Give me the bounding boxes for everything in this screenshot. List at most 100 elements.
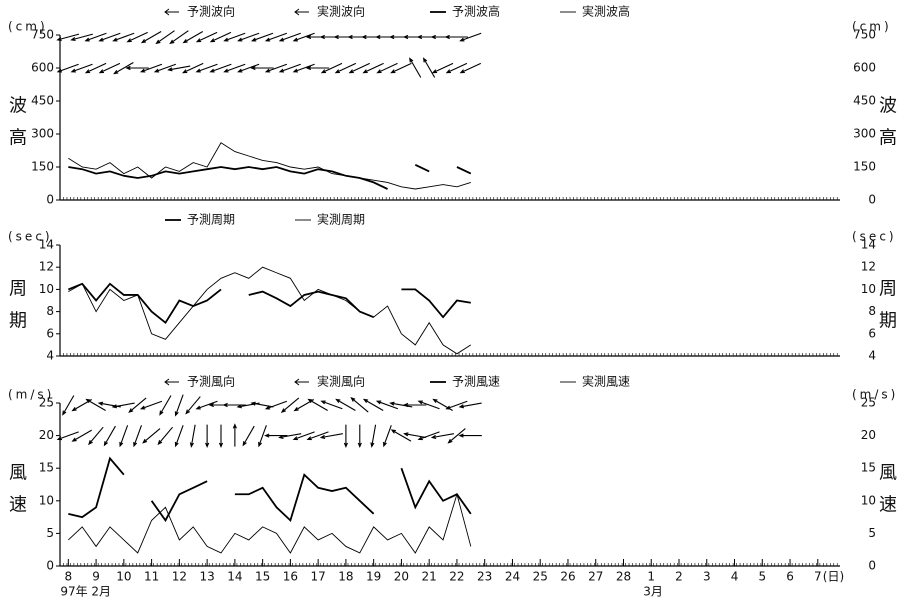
direction-arrow bbox=[417, 400, 440, 410]
direction-arrow bbox=[98, 32, 121, 42]
x-tick-label: 26 bbox=[560, 570, 575, 584]
direction-arrow bbox=[237, 32, 260, 42]
legend-label: 実測波向 bbox=[317, 4, 365, 19]
y-tick-label: 750 bbox=[31, 28, 54, 42]
direction-arrow bbox=[458, 433, 482, 438]
x-tick-label: 16 bbox=[283, 570, 298, 584]
direction-arrow bbox=[174, 394, 184, 417]
x-tick-label: 27 bbox=[588, 570, 603, 584]
direction-arrow bbox=[71, 429, 93, 442]
direction-arrow bbox=[319, 433, 343, 439]
y-unit-right: (sec) bbox=[852, 230, 897, 244]
direction-arrow bbox=[169, 30, 189, 45]
direction-arrow bbox=[320, 62, 343, 74]
x-tick-label: 20 bbox=[394, 570, 409, 584]
y-unit: (m/s) bbox=[8, 388, 54, 402]
y-tick-label-right: 0 bbox=[868, 559, 876, 573]
y-tick-label: 10 bbox=[39, 493, 54, 507]
x-tick-label: 1 bbox=[647, 570, 655, 584]
x-tick-label: 4 bbox=[731, 570, 739, 584]
x-unit: (日) bbox=[823, 570, 844, 584]
y-tick-label-right: 12 bbox=[861, 260, 876, 274]
y-tick-label-right: 10 bbox=[861, 493, 876, 507]
direction-arrow bbox=[320, 400, 343, 410]
direction-arrow bbox=[223, 32, 246, 42]
direction-arrow bbox=[370, 424, 377, 448]
legend-label: 予測周期 bbox=[187, 213, 235, 227]
direction-arrow bbox=[264, 63, 288, 73]
series-line bbox=[68, 142, 471, 190]
y-tick-label: 4 bbox=[46, 349, 54, 363]
direction-arrow bbox=[417, 431, 440, 441]
y-tick-label: 6 bbox=[46, 326, 54, 340]
direction-arrow bbox=[139, 63, 163, 73]
direction-arrow bbox=[444, 34, 468, 40]
x-tick-label: 14 bbox=[227, 570, 242, 584]
direction-arrow bbox=[195, 31, 218, 43]
y-axis-label-right: 波高 bbox=[876, 95, 897, 159]
direction-arrow bbox=[390, 429, 412, 442]
x-tick-label: 19 bbox=[366, 570, 381, 584]
y-tick-label: 150 bbox=[31, 160, 54, 174]
x-tick-label: 22 bbox=[449, 570, 464, 584]
direction-arrow bbox=[350, 397, 369, 413]
y-tick-label-right: 14 bbox=[861, 238, 876, 252]
direction-arrow bbox=[56, 63, 79, 73]
y-tick-label-right: 300 bbox=[853, 127, 876, 141]
direction-arrow bbox=[431, 62, 454, 74]
direction-arrow bbox=[383, 425, 392, 448]
direction-arrow bbox=[459, 62, 482, 74]
direction-arrow bbox=[280, 397, 300, 413]
direction-arrow bbox=[264, 433, 288, 438]
direction-arrow bbox=[292, 32, 315, 42]
direction-arrow bbox=[458, 402, 482, 409]
direction-arrow bbox=[335, 398, 356, 411]
direction-arrow bbox=[278, 433, 302, 439]
direction-arrow bbox=[113, 62, 134, 75]
y-tick-label-right: 6 bbox=[868, 326, 876, 340]
direction-arrow bbox=[111, 402, 135, 409]
direction-arrow bbox=[209, 31, 232, 43]
direction-arrow bbox=[362, 62, 384, 74]
x-tick-label: 8 bbox=[65, 570, 73, 584]
direction-arrow bbox=[84, 62, 107, 74]
direction-arrow bbox=[278, 63, 301, 73]
direction-arrow bbox=[70, 33, 93, 41]
direction-arrow bbox=[56, 33, 80, 41]
direction-arrow bbox=[459, 32, 482, 42]
direction-arrow bbox=[223, 63, 246, 73]
y-tick-label: 25 bbox=[39, 396, 54, 410]
direction-arrow bbox=[348, 62, 370, 74]
direction-arrow bbox=[430, 433, 454, 439]
direction-arrow bbox=[70, 63, 93, 73]
direction-arrow bbox=[167, 65, 191, 72]
legend-label: 予測風向 bbox=[187, 374, 235, 389]
direction-arrow bbox=[445, 400, 468, 410]
y-axis-label-right: 周期 bbox=[876, 279, 897, 343]
direction-arrow bbox=[237, 63, 260, 73]
y-tick-label: 20 bbox=[39, 428, 54, 442]
legend-label: 実測風向 bbox=[317, 374, 365, 389]
direction-arrow bbox=[125, 65, 149, 71]
direction-arrow bbox=[250, 401, 274, 408]
direction-arrow bbox=[174, 425, 184, 448]
y-tick-label-right: 0 bbox=[868, 193, 876, 207]
direction-arrow bbox=[98, 62, 121, 74]
y-tick-label-right: 600 bbox=[853, 61, 876, 75]
series-line bbox=[68, 163, 472, 190]
y-axis-label: 周期 bbox=[6, 279, 27, 343]
y-unit-right: (cm) bbox=[852, 20, 892, 34]
y-tick-label-right: 450 bbox=[853, 94, 876, 108]
y-tick-label-right: 5 bbox=[868, 526, 876, 540]
x-tick-label: 28 bbox=[616, 570, 631, 584]
direction-arrow bbox=[88, 426, 104, 446]
series-line bbox=[67, 282, 471, 325]
direction-arrow bbox=[182, 31, 204, 44]
x-tick-label: 21 bbox=[422, 570, 437, 584]
y-tick-label: 0 bbox=[46, 559, 54, 573]
x-tick-label: 5 bbox=[758, 570, 766, 584]
y-tick-label: 450 bbox=[31, 94, 54, 108]
direction-arrow bbox=[307, 398, 328, 411]
direction-arrow bbox=[153, 63, 177, 73]
direction-arrow bbox=[133, 425, 143, 448]
